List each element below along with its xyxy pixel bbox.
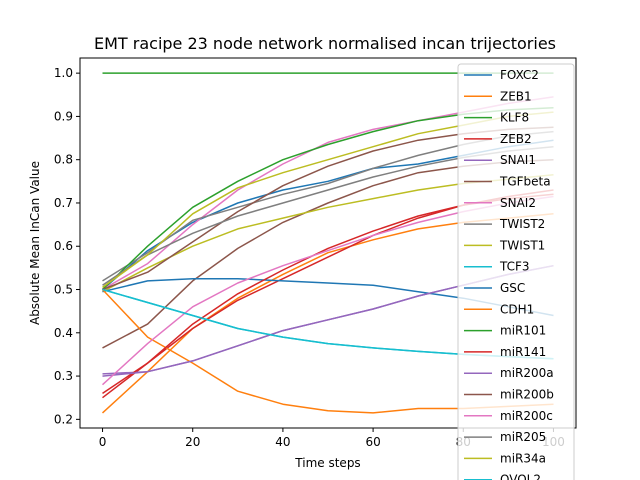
y-tick-label: 0.3 (54, 369, 73, 383)
legend-label-zeb1: ZEB1 (500, 89, 532, 103)
legend-label-ovol2: OVOL2 (500, 473, 541, 480)
legend-label-cdh1: CDH1 (500, 302, 534, 316)
x-tick-label: 20 (185, 435, 200, 449)
y-tick-label: 0.9 (54, 109, 73, 123)
legend-label-mir141: miR141 (500, 345, 546, 359)
y-tick-label: 1.0 (54, 66, 73, 80)
legend-label-twist1: TWIST1 (499, 238, 545, 252)
legend-label-mir200a: miR200a (500, 366, 554, 380)
legend-label-klf8: KLF8 (500, 111, 529, 125)
y-axis-label: Absolute Mean InCan Value (28, 161, 42, 325)
legend-label-mir200b: miR200b (500, 388, 554, 402)
legend-label-mir34a: miR34a (500, 451, 546, 465)
y-tick-label: 0.2 (54, 412, 73, 426)
legend-label-gsc: GSC (500, 281, 525, 295)
y-tick-label: 0.4 (54, 326, 73, 340)
legend-label-mir101: miR101 (500, 324, 546, 338)
x-tick-label: 60 (365, 435, 380, 449)
legend-label-foxc2: FOXC2 (500, 68, 539, 82)
plot-frame (79, 57, 577, 429)
legend-label-snai1: SNAI1 (500, 153, 536, 167)
y-tick-label: 0.8 (54, 153, 73, 167)
y-tick-label: 0.7 (54, 196, 73, 210)
x-axis-label: Time steps (294, 456, 360, 470)
legend-label-twist2: TWIST2 (499, 217, 545, 231)
legend-label-mir200c: miR200c (500, 409, 553, 423)
y-tick-label: 0.5 (54, 283, 73, 297)
legend-label-tcf3: TCF3 (499, 260, 530, 274)
legend-label-snai2: SNAI2 (500, 196, 536, 210)
x-tick-label: 40 (275, 435, 290, 449)
legend-box (457, 63, 575, 480)
x-tick-label: 0 (99, 435, 107, 449)
legend: FOXC2 ZEB1 KLF8 ZEB2 SNAI1 TGFbeta SNAI2 TWIST2… (457, 63, 575, 480)
legend-label-mir205: miR205 (500, 430, 546, 444)
y-tick-label: 0.6 (54, 239, 73, 253)
legend-label-tgfbeta: TGFbeta (499, 175, 551, 189)
legend-label-zeb2: ZEB2 (500, 132, 532, 146)
chart-title: EMT racipe 23 node network normalised in… (94, 34, 556, 53)
